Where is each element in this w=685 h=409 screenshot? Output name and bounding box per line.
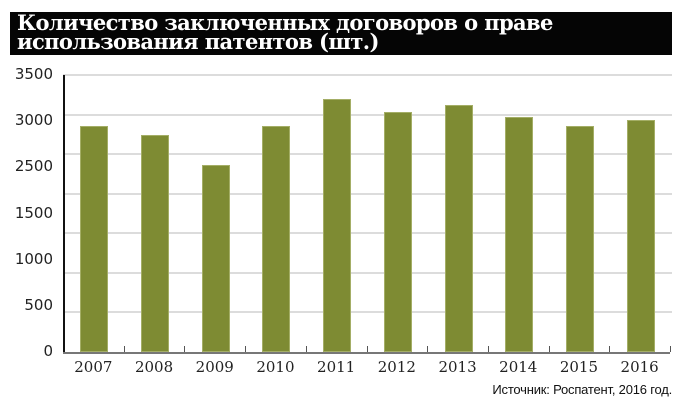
bar-2014 [505,117,534,352]
bar-2016 [626,119,655,352]
gridline [63,311,672,314]
x-tick-mark [427,346,429,352]
bar-2012 [383,111,412,352]
y-tick-label: 1500 [14,203,53,222]
x-tick-label: 2008 [134,358,174,376]
x-tick-label: 2012 [377,358,416,376]
x-tick-label: 2007 [74,358,113,376]
chart-title-box: Количество заключенных договоров о праве… [10,12,672,55]
chart-title-line-1: Количество заключенных договоров о праве [17,10,553,35]
x-tick-label: 2014 [499,358,538,376]
y-tick-label: 3500 [14,65,53,83]
gridline [63,74,672,76]
gridline [63,192,672,195]
x-tick-mark [245,346,247,352]
bar-2013 [444,105,473,352]
y-tick-label: 0 [43,342,53,360]
plot-area [63,74,672,352]
y-tick-label: 3000 [14,111,53,130]
x-tick-mark [305,346,307,352]
x-tick-label: 2016 [620,358,659,376]
bar-2008 [141,135,170,352]
bar-2007 [80,126,109,352]
x-tick-label: 2011 [317,358,356,376]
source-note: Источник: Роспатент, 2016 год. [492,382,672,397]
x-tick-mark [548,346,550,352]
gridline [63,113,672,116]
gridline [63,153,672,156]
bar-2011 [323,98,352,352]
x-tick-label: 2010 [256,358,295,376]
x-tick-mark [123,346,125,352]
x-tick-mark [670,346,671,352]
bar-2009 [201,165,230,352]
x-tick-mark [609,346,611,352]
chart-title-line-2: использования патентов (шт.) [17,29,379,54]
x-tick-label: 2015 [559,358,599,376]
x-axis-line [63,352,670,354]
y-tick-label: 2500 [14,157,53,176]
y-tick-label: 500 [24,295,53,314]
bar-2010 [262,125,291,352]
x-tick-mark [487,346,489,352]
x-tick-mark [184,346,186,352]
y-axis-line [63,75,65,353]
x-tick-label: 2009 [195,358,234,376]
gridline [63,271,672,274]
x-tick-mark [366,346,368,352]
y-tick-label: 1000 [14,249,53,268]
bar-2015 [565,125,594,352]
x-tick-label: 2013 [438,358,477,376]
gridline [63,232,672,235]
